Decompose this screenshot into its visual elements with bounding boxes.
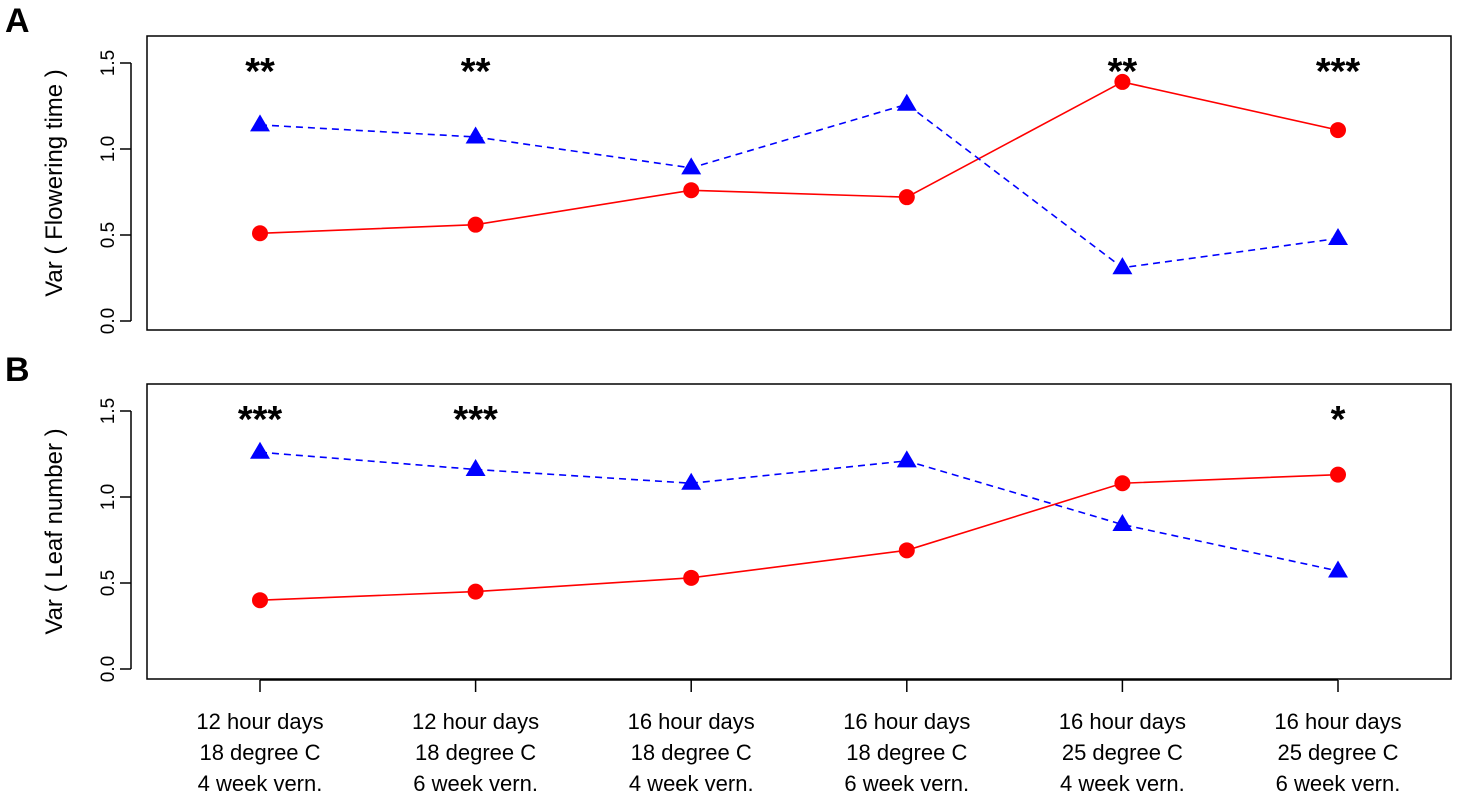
x-tick-label-line: 4 week vern. <box>198 771 323 796</box>
data-point-triangle <box>896 93 917 111</box>
data-point-triangle <box>465 458 486 476</box>
significance-marker: * <box>1331 399 1346 441</box>
x-tick-label-line: 18 degree C <box>415 740 536 765</box>
x-tick-label: 12 hour days 18 degree C 6 week vern. <box>412 709 539 796</box>
series-line-0 <box>259 81 1339 235</box>
significance-marker: ** <box>461 51 491 93</box>
data-point-circle <box>467 583 484 600</box>
data-point-triangle <box>465 126 486 144</box>
x-tick-label-line: 6 week vern. <box>413 771 538 796</box>
data-point-triangle <box>1328 227 1348 245</box>
panel-label: A <box>5 2 30 40</box>
x-tick-label: 16 hour days 18 degree C 6 week vern. <box>843 709 970 796</box>
significance-marker: *** <box>453 399 498 441</box>
x-tick-label-line: 18 degree C <box>631 740 752 765</box>
data-point-circle <box>252 592 268 609</box>
panel-label: B <box>5 351 30 389</box>
significance-marker: ** <box>245 51 275 93</box>
x-tick-label-line: 18 degree C <box>846 740 967 765</box>
y-tick-label: 1.0 <box>98 484 119 510</box>
data-point-triangle <box>1112 257 1133 275</box>
data-point-triangle <box>681 157 702 175</box>
data-point-circle <box>683 182 700 199</box>
y-axis-title: Var ( Flowering time ) <box>41 69 68 297</box>
data-point-circle <box>683 569 700 586</box>
y-tick-label: 1.5 <box>98 398 119 424</box>
data-point-triangle <box>250 114 270 132</box>
y-tick-label: 0.5 <box>98 222 119 248</box>
x-tick-label-line: 16 hour days <box>1274 709 1401 734</box>
y-tick-label: 0.0 <box>98 656 119 682</box>
x-tick-label-line: 18 degree C <box>199 740 320 765</box>
plot-frame <box>146 35 1452 331</box>
y-tick-label: 0.0 <box>98 308 119 334</box>
x-tick-label: 16 hour days 18 degree C 4 week vern. <box>628 709 755 796</box>
x-tick-label-line: 4 week vern. <box>1060 771 1185 796</box>
data-point-triangle <box>1112 514 1133 532</box>
y-tick-label: 0.5 <box>98 570 119 596</box>
y-tick-label: 1.0 <box>98 136 119 162</box>
plot-frame <box>146 383 1452 680</box>
x-tick-label: 12 hour days 18 degree C 4 week vern. <box>196 709 323 796</box>
x-tick-label-line: 16 hour days <box>843 709 970 734</box>
x-tick-label-line: 16 hour days <box>628 709 755 734</box>
y-axis-title: Var ( Leaf number ) <box>41 428 68 634</box>
x-tick-label: 16 hour days 25 degree C 4 week vern. <box>1059 709 1186 796</box>
data-point-triangle <box>896 450 917 468</box>
x-tick-label-line: 4 week vern. <box>629 771 754 796</box>
significance-marker: *** <box>238 399 283 441</box>
x-tick-label-line: 6 week vern. <box>844 771 969 796</box>
data-point-circle <box>898 542 915 559</box>
significance-marker: ** <box>1108 51 1138 93</box>
data-point-circle <box>252 225 268 242</box>
data-point-circle <box>1114 475 1131 492</box>
data-point-circle <box>467 216 484 233</box>
series-line-0 <box>259 473 1339 601</box>
data-point-circle <box>1114 73 1131 90</box>
series-line-1 <box>259 103 1339 269</box>
x-tick-label: 16 hour days 25 degree C 6 week vern. <box>1274 709 1401 796</box>
x-tick-label-line: 25 degree C <box>1062 740 1183 765</box>
data-point-circle <box>898 189 915 206</box>
data-point-triangle <box>1328 560 1348 578</box>
data-point-circle <box>1330 122 1346 139</box>
x-tick-label-line: 25 degree C <box>1277 740 1398 765</box>
x-tick-label-line: 12 hour days <box>196 709 323 734</box>
significance-marker: *** <box>1316 51 1361 93</box>
x-tick-label-line: 16 hour days <box>1059 709 1186 734</box>
y-tick-label: 1.5 <box>98 50 119 76</box>
data-point-triangle <box>250 441 270 459</box>
data-point-triangle <box>681 472 702 490</box>
series-line-1 <box>259 451 1339 572</box>
x-tick-label-line: 6 week vern. <box>1276 771 1401 796</box>
data-point-circle <box>1330 466 1346 483</box>
x-tick-label-line: 12 hour days <box>412 709 539 734</box>
